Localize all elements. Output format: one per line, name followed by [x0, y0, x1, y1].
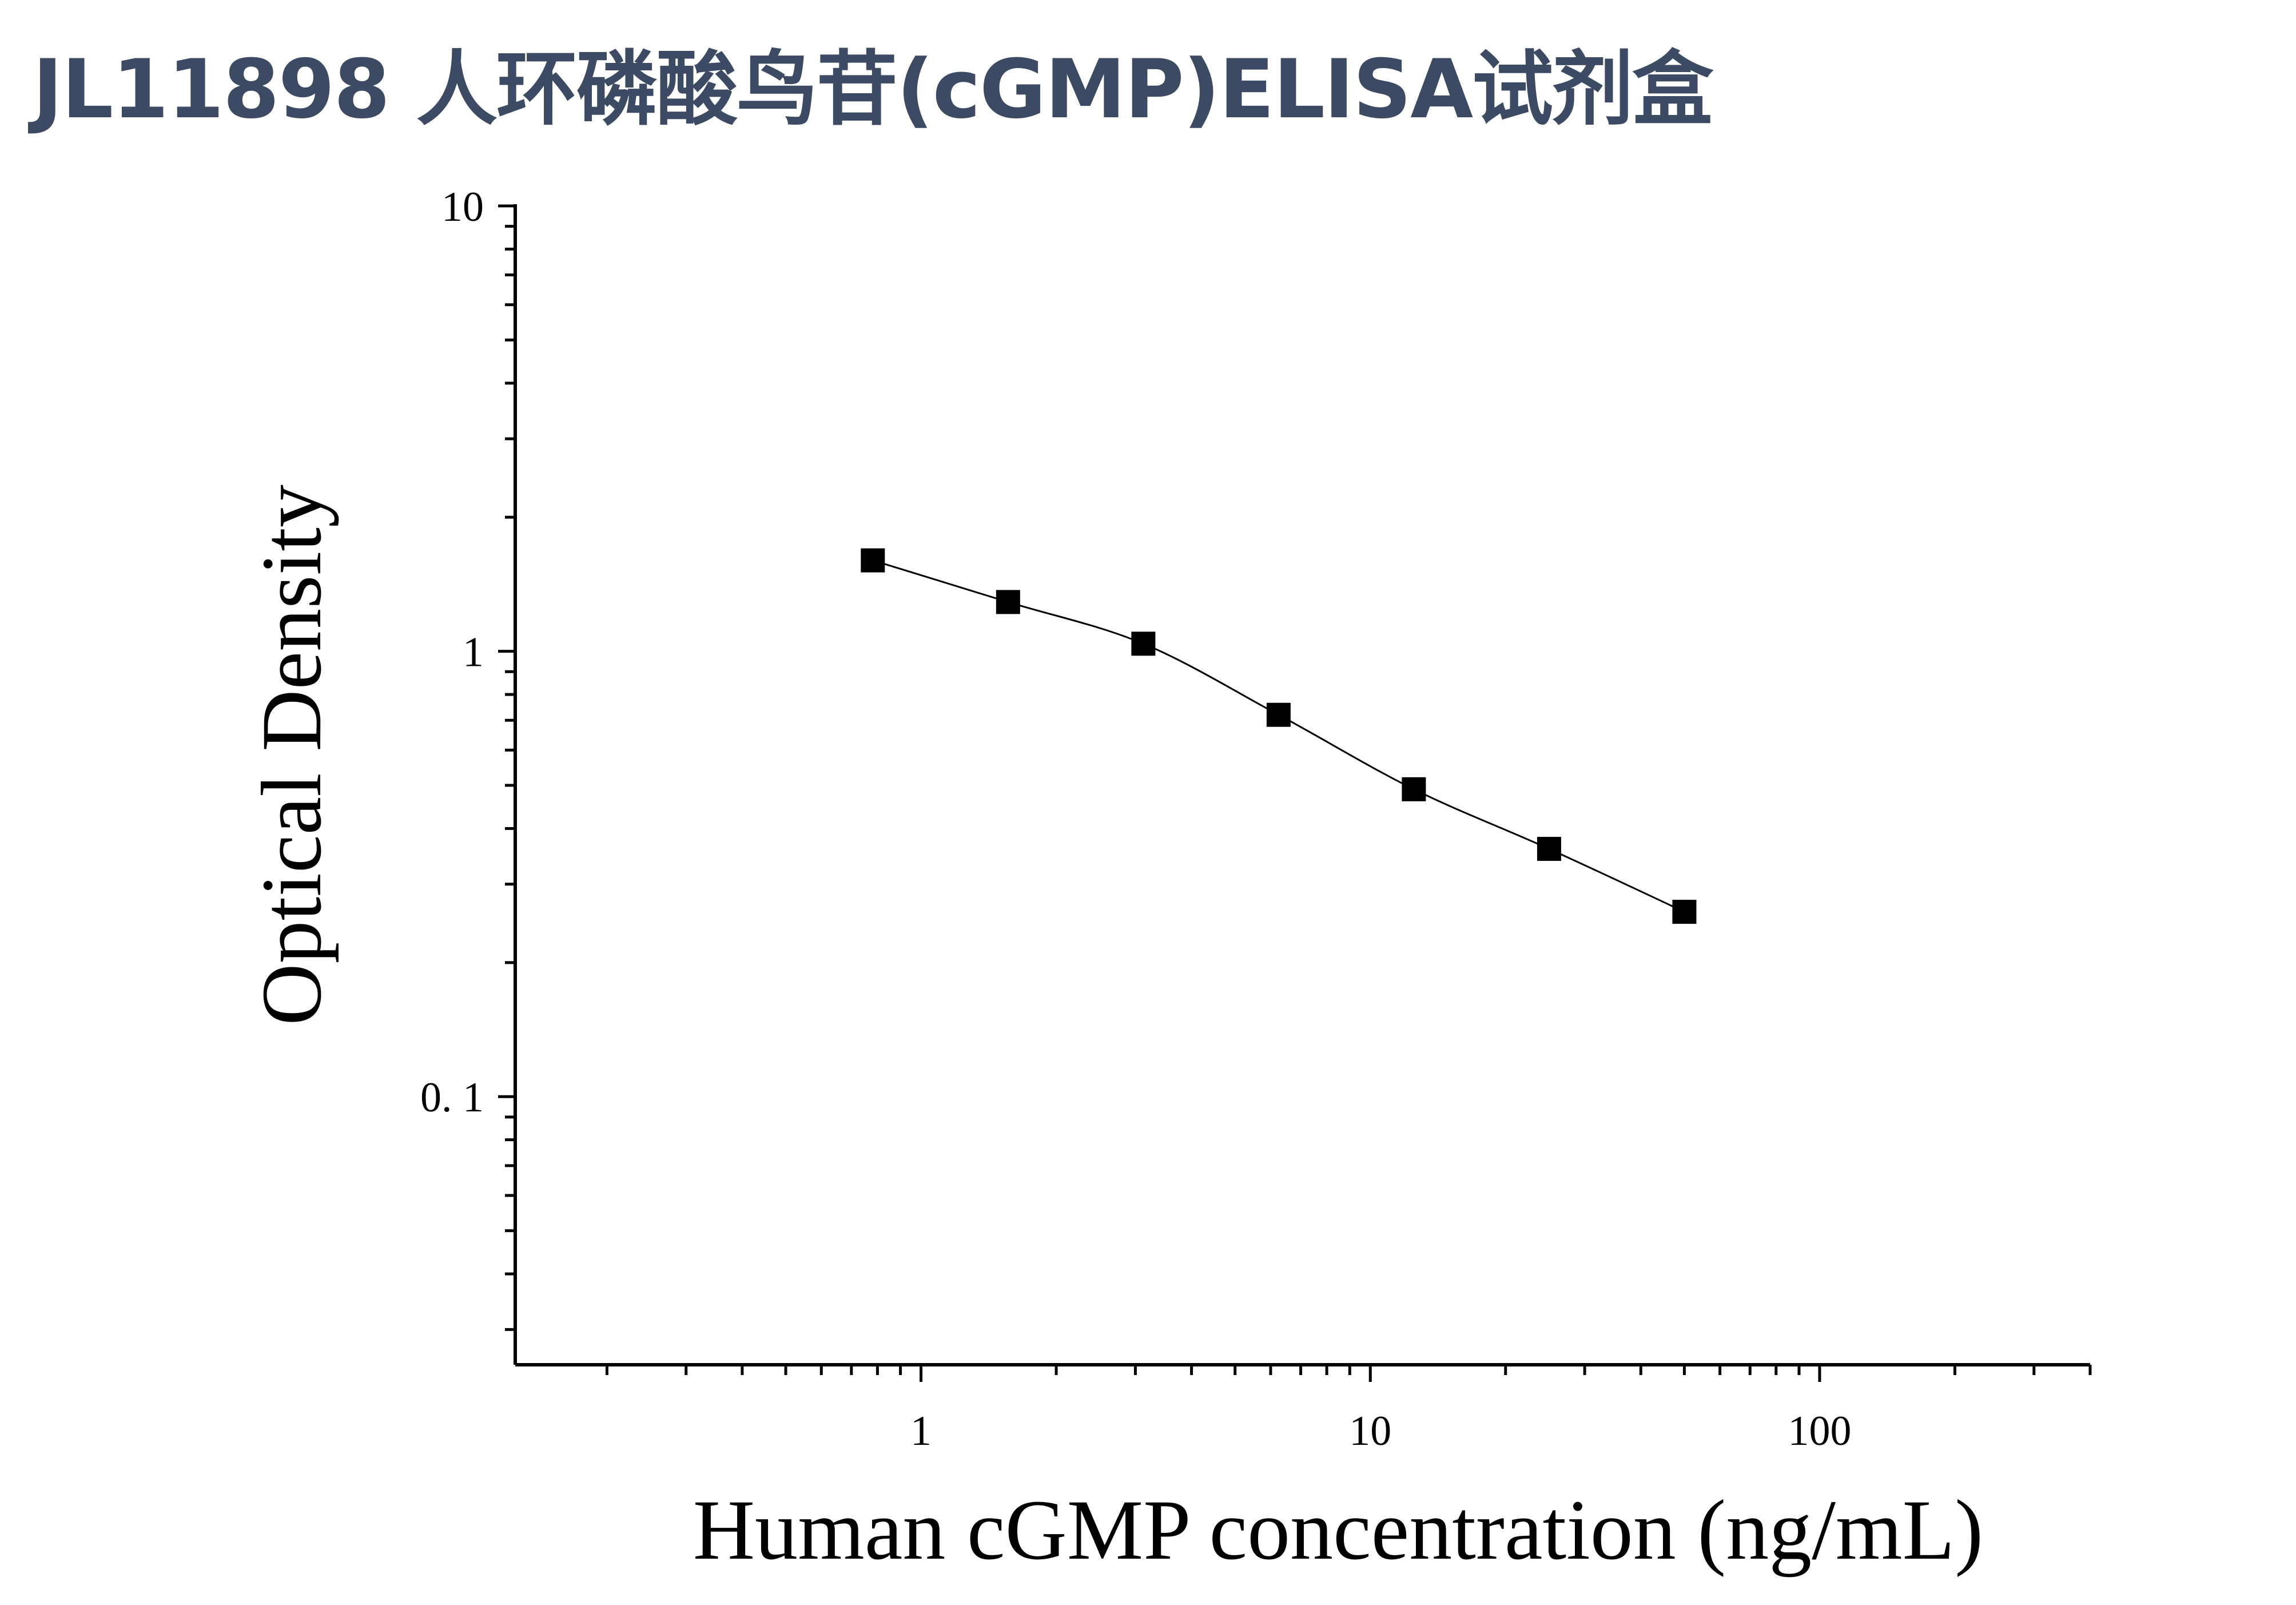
y-axis-label: Optical Density — [244, 484, 339, 1026]
chart-title: JL11898 人环磷酸鸟苷(cGMP)ELISA试剂盒 — [33, 42, 1713, 137]
data-point — [1672, 900, 1697, 924]
data-point — [1131, 631, 1156, 656]
fit-curve-group — [872, 559, 1685, 913]
data-point — [996, 590, 1020, 614]
data-point — [1266, 702, 1291, 727]
y-tick-label: 10 — [441, 184, 484, 231]
y-tick-label: 1 — [463, 629, 484, 676]
data-point — [1402, 777, 1426, 801]
fit-curve — [872, 559, 1685, 913]
data-points — [861, 548, 1697, 924]
x-tick-label: 1 — [910, 1408, 932, 1455]
x-tick-label: 10 — [1349, 1408, 1391, 1455]
y-tick-label: 0. 1 — [420, 1074, 484, 1121]
data-point — [1537, 837, 1561, 861]
data-point — [861, 548, 885, 573]
axes: 1 10 100 0. 1 1 10 — [420, 184, 2092, 1455]
x-tick-label: 100 — [1788, 1408, 1851, 1455]
x-axis-label: Human cGMP concentration (ng/mL) — [693, 1483, 1983, 1578]
